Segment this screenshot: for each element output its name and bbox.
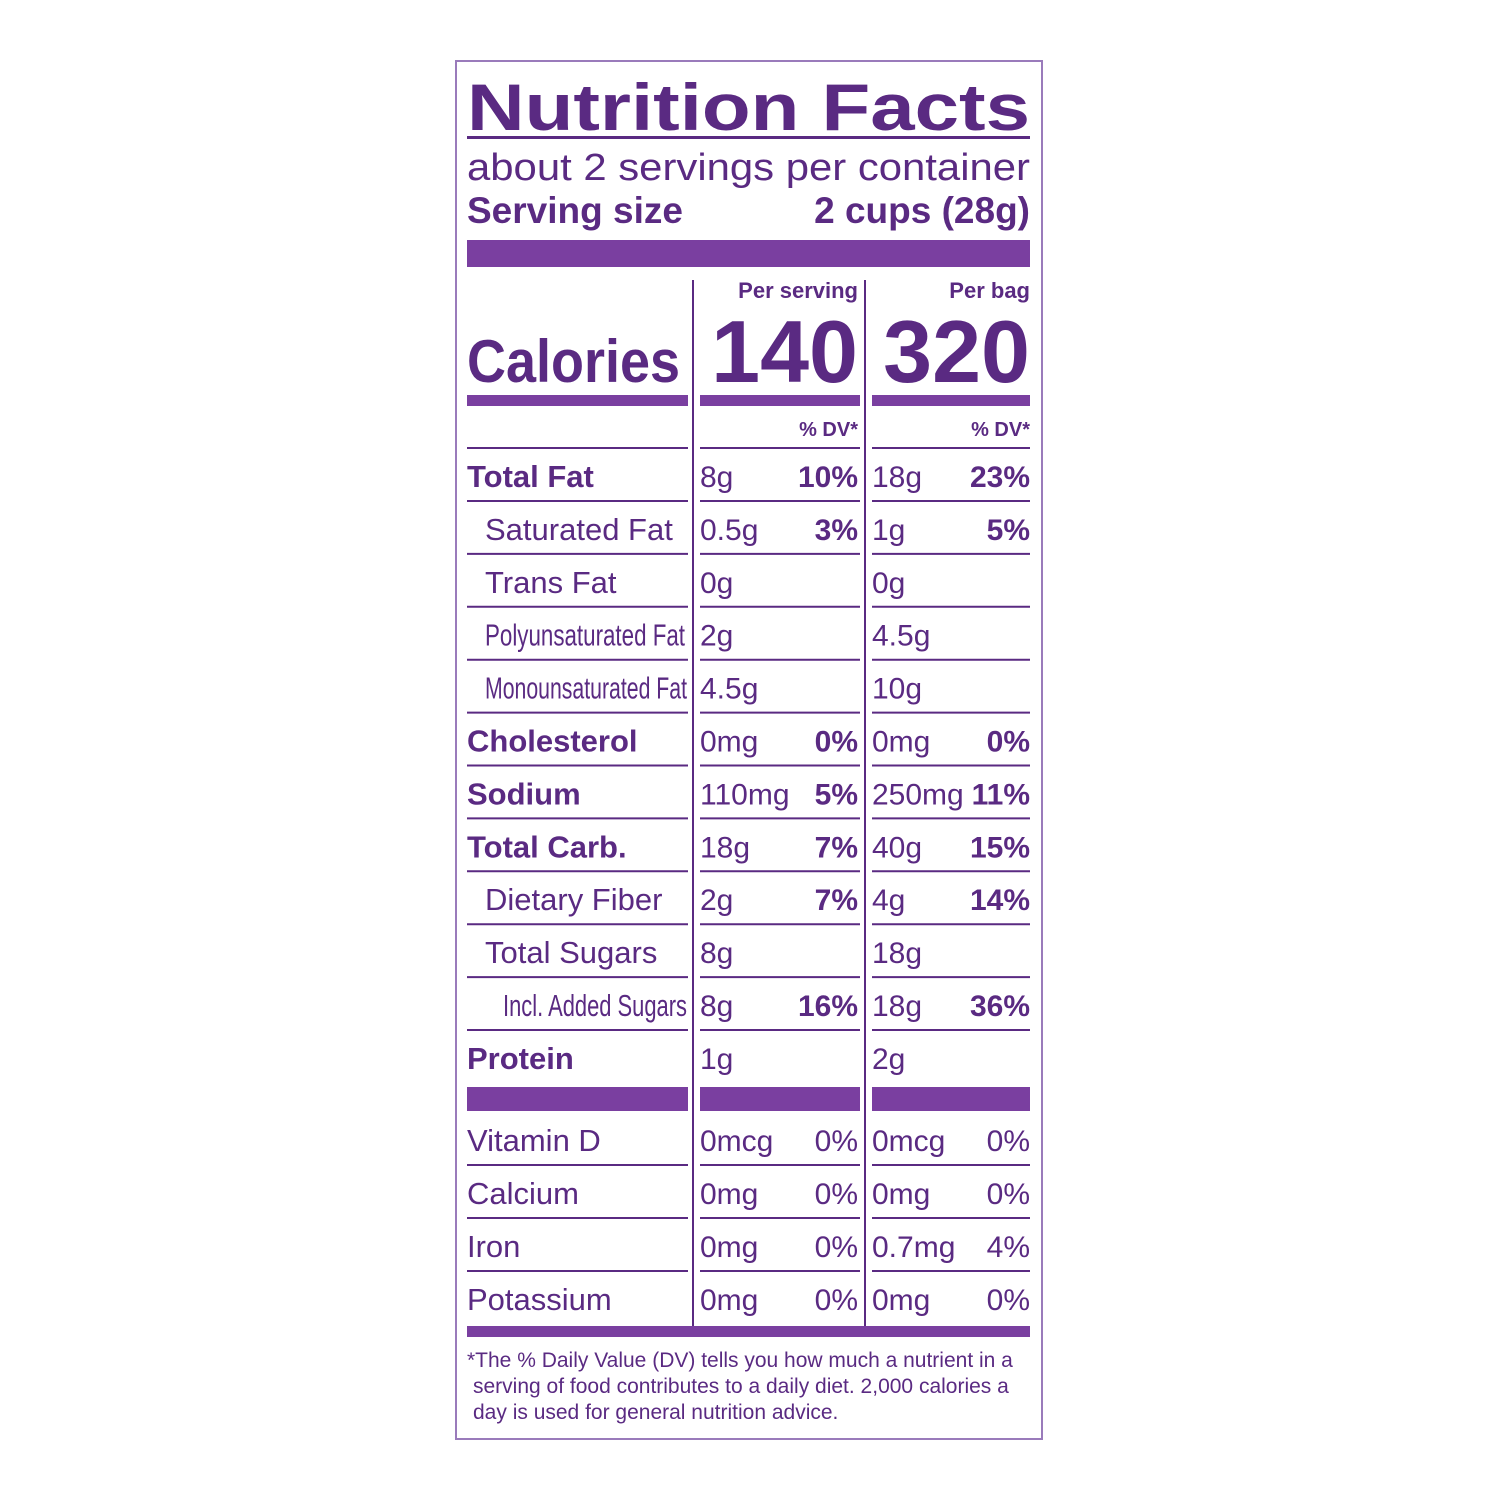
daily-value: 0% — [987, 1284, 1030, 1317]
nutrient-name: Trans Fat — [485, 565, 617, 600]
amount: 0mcg — [872, 1125, 945, 1158]
amount: 8g — [700, 990, 733, 1023]
thick-bar — [467, 1326, 1030, 1337]
amount: 250mg — [872, 778, 964, 811]
daily-value: 0% — [815, 1178, 858, 1211]
footnote: *The % Daily Value (DV) tells you how mu… — [467, 1349, 1013, 1372]
daily-value: 0% — [987, 726, 1030, 759]
bar — [467, 395, 688, 406]
bar — [700, 1087, 860, 1111]
nutrient-name: Dietary Fiber — [485, 882, 662, 917]
daily-value: 0% — [815, 726, 858, 759]
amount: 2g — [700, 884, 733, 917]
amount: 0mg — [872, 1178, 930, 1211]
bar — [700, 395, 860, 406]
nutrient-name: Calcium — [467, 1176, 579, 1211]
bar — [872, 1087, 1030, 1111]
daily-value: 0% — [987, 1125, 1030, 1158]
daily-value: 14% — [970, 884, 1030, 917]
thick-bar — [467, 240, 1030, 267]
amount: 18g — [872, 937, 922, 970]
amount: 4g — [872, 884, 905, 917]
amount: 0g — [872, 567, 905, 600]
daily-value: 0% — [815, 1125, 858, 1158]
nutrient-name: Saturated Fat — [485, 512, 673, 547]
daily-value: 3% — [815, 514, 858, 547]
amount: 2g — [700, 620, 733, 653]
amount: 0mg — [872, 726, 930, 759]
serving-size-value: 2 cups (28g) — [814, 190, 1030, 231]
daily-value: 7% — [815, 831, 858, 864]
amount: 0.7mg — [872, 1231, 955, 1264]
amount: 0mg — [700, 1178, 758, 1211]
daily-value: 7% — [815, 884, 858, 917]
nutrient-name: Iron — [467, 1229, 520, 1264]
nutrient-name: Incl. Added Sugars — [503, 988, 687, 1023]
amount: 110mg — [700, 778, 790, 811]
column-header: Per bag — [949, 278, 1030, 303]
nutrient-name: Vitamin D — [467, 1123, 601, 1158]
daily-value: 0% — [815, 1284, 858, 1317]
rule — [467, 136, 1030, 139]
nutrient-name: Polyunsaturated Fat — [485, 618, 685, 653]
amount: 1g — [700, 1043, 733, 1076]
amount: 0.5g — [700, 514, 758, 547]
nutrient-name: Potassium — [467, 1282, 612, 1317]
bar — [872, 395, 1030, 406]
calories-label: Calories — [467, 328, 680, 395]
amount: 8g — [700, 937, 733, 970]
footnote: day is used for general nutrition advice… — [473, 1401, 838, 1424]
amount: 18g — [700, 831, 750, 864]
nutrient-name: Total Fat — [467, 459, 594, 494]
amount: 0mg — [700, 1284, 758, 1317]
nutrient-name: Monounsaturated Fat — [485, 671, 687, 706]
daily-value: 5% — [815, 778, 858, 811]
daily-value: 16% — [798, 990, 858, 1023]
daily-value: 23% — [970, 461, 1030, 494]
amount: 18g — [872, 990, 922, 1023]
daily-value: 4% — [987, 1231, 1030, 1264]
daily-value: 36% — [970, 990, 1030, 1023]
amount: 4.5g — [872, 620, 930, 653]
nutrient-name: Total Carb. — [467, 829, 627, 864]
serving-size-label: Serving size — [467, 190, 683, 231]
amount: 0g — [700, 567, 733, 600]
daily-value: 15% — [970, 831, 1030, 864]
title: Nutrition Facts — [467, 70, 1030, 144]
footnote: serving of food contributes to a daily d… — [473, 1375, 1009, 1398]
calories-value: 320 — [883, 302, 1030, 401]
amount: 18g — [872, 461, 922, 494]
label-border — [455, 60, 1043, 1440]
nutrient-name: Protein — [467, 1041, 574, 1076]
amount: 4.5g — [700, 673, 758, 706]
amount: 40g — [872, 831, 922, 864]
amount: 0mcg — [700, 1125, 773, 1158]
daily-value: 5% — [987, 514, 1030, 547]
dv-header: % DV* — [799, 419, 858, 441]
daily-value: 10% — [798, 461, 858, 494]
calories-value: 140 — [711, 302, 858, 401]
bar — [467, 1087, 688, 1111]
amount: 2g — [872, 1043, 905, 1076]
daily-value: 11% — [972, 778, 1030, 811]
nutrient-name: Sodium — [467, 776, 581, 811]
nutrient-name: Total Sugars — [485, 935, 657, 970]
daily-value: 0% — [815, 1231, 858, 1264]
nutrient-name: Cholesterol — [467, 724, 638, 759]
column-header: Per serving — [738, 278, 858, 303]
amount: 0mg — [700, 1231, 758, 1264]
servings: about 2 servings per container — [467, 147, 1030, 189]
daily-value: 0% — [987, 1178, 1030, 1211]
amount: 1g — [872, 514, 905, 547]
dv-header: % DV* — [971, 419, 1030, 441]
amount: 10g — [872, 673, 922, 706]
amount: 8g — [700, 461, 733, 494]
amount: 0mg — [872, 1284, 930, 1317]
amount: 0mg — [700, 726, 758, 759]
